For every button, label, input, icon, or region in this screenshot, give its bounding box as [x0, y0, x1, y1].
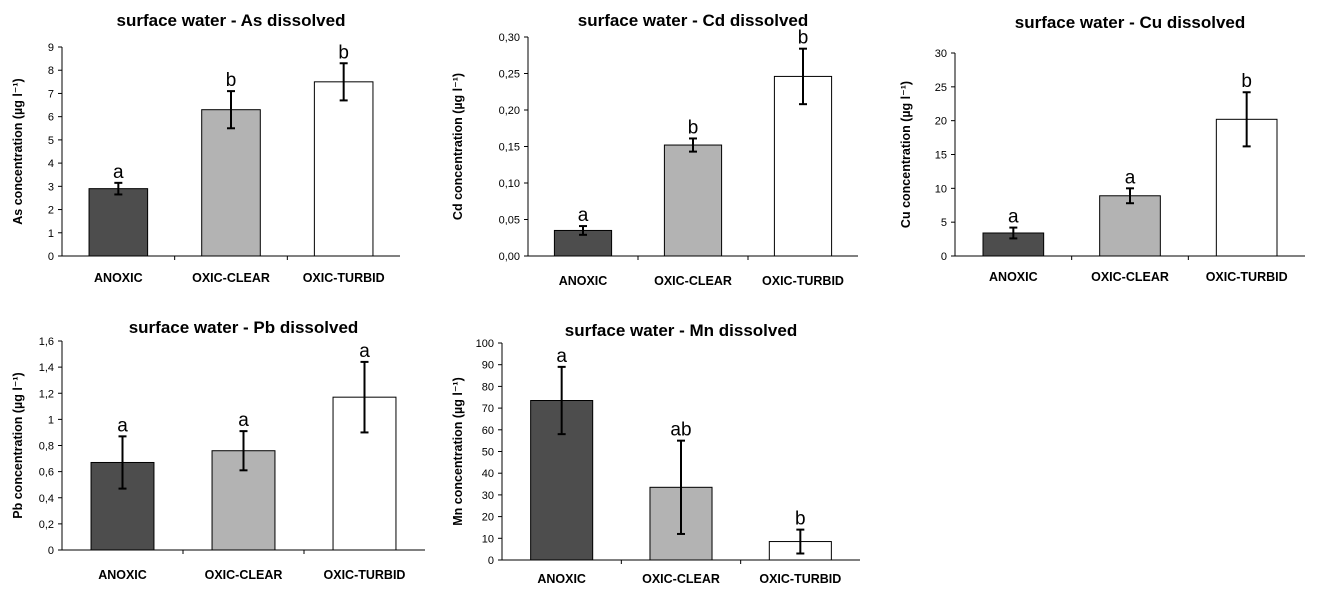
x-category-label: OXIC-TURBID: [762, 274, 844, 288]
y-tick-label: 1,4: [39, 362, 54, 374]
y-tick-label: 0,10: [499, 178, 520, 190]
x-category-label: ANOXIC: [989, 270, 1038, 284]
significance-letter: a: [359, 341, 370, 362]
y-tick-label: 70: [482, 403, 494, 415]
significance-letter: a: [1125, 167, 1136, 188]
y-tick-label: 1: [48, 228, 54, 240]
y-tick-label: 30: [935, 48, 947, 60]
y-tick-label: 5: [941, 217, 947, 229]
y-tick-label: 10: [482, 533, 494, 545]
y-tick-label: 20: [935, 116, 947, 128]
chart-title: surface water - Pb dissolved: [129, 318, 359, 337]
x-category-label: OXIC-TURBID: [324, 568, 406, 582]
x-category-label: ANOXIC: [98, 568, 147, 582]
bar: [88, 188, 149, 257]
y-tick-label: 4: [48, 158, 54, 170]
x-category-label: OXIC-CLEAR: [1091, 270, 1169, 284]
y-tick-label: 60: [482, 425, 494, 437]
x-category-label: OXIC-CLEAR: [192, 271, 270, 285]
significance-letter: a: [1008, 207, 1019, 228]
y-tick-label: 30: [482, 490, 494, 502]
y-tick-label: 0,05: [499, 215, 520, 227]
chart-panel: surface water - Mn dissolved Mn concentra…: [451, 321, 860, 586]
significance-letter: b: [338, 42, 349, 63]
chart-panel: surface water - Cu dissolved Cu concentra…: [899, 13, 1305, 284]
y-tick-label: 0: [941, 251, 947, 263]
bar: [1099, 195, 1161, 257]
chart-panel: surface water - As dissolved As concentra…: [11, 11, 400, 285]
significance-letter: a: [238, 410, 249, 431]
chart-panel: surface water - Pb dissolved Pb concentra…: [11, 318, 425, 582]
y-tick-label: 1: [48, 414, 54, 426]
y-tick-label: 20: [482, 512, 494, 524]
significance-letter: b: [1241, 71, 1252, 92]
y-tick-label: 100: [476, 338, 494, 350]
significance-letter: b: [688, 117, 699, 138]
x-category-label: OXIC-TURBID: [1206, 270, 1288, 284]
y-axis-label: Cu concentration (µg l⁻¹): [899, 81, 913, 228]
y-tick-label: 8: [48, 65, 54, 77]
y-axis-label: As concentration (µg l⁻¹): [11, 78, 25, 224]
y-tick-label: 1,2: [39, 388, 54, 400]
bar: [773, 75, 833, 257]
y-tick-label: 40: [482, 468, 494, 480]
y-axis-label: Pb concentration (µg l⁻¹): [11, 372, 25, 518]
y-tick-label: 2: [48, 205, 54, 217]
x-category-label: OXIC-TURBID: [759, 572, 841, 586]
y-tick-label: 0,2: [39, 519, 54, 531]
y-tick-label: 6: [48, 112, 54, 124]
y-axis-label: Cd concentration (µg l⁻¹): [451, 73, 465, 220]
y-tick-label: 0: [48, 545, 54, 557]
bar: [663, 144, 723, 257]
significance-letter: b: [798, 28, 809, 49]
chart-panel: surface water - Cd dissolved Cd concentra…: [451, 11, 858, 288]
significance-letter: a: [117, 415, 128, 436]
y-tick-label: 0: [488, 555, 494, 567]
y-tick-label: 0,8: [39, 441, 54, 453]
y-tick-label: 80: [482, 381, 494, 393]
x-category-label: OXIC-CLEAR: [654, 274, 732, 288]
chart-title: surface water - Cu dissolved: [1015, 13, 1246, 32]
y-tick-label: 10: [935, 183, 947, 195]
y-tick-label: 50: [482, 447, 494, 459]
y-tick-label: 0,15: [499, 142, 520, 154]
bar: [313, 81, 374, 257]
y-tick-label: 0,00: [499, 251, 520, 263]
x-category-label: ANOXIC: [94, 271, 143, 285]
y-tick-label: 0,30: [499, 32, 520, 44]
y-tick-label: 7: [48, 88, 54, 100]
x-category-label: ANOXIC: [559, 274, 608, 288]
x-category-label: OXIC-CLEAR: [205, 568, 283, 582]
y-tick-label: 3: [48, 181, 54, 193]
y-tick-label: 0,25: [499, 69, 520, 81]
chart-title: surface water - Mn dissolved: [565, 321, 797, 340]
significance-letter: b: [226, 70, 237, 91]
y-tick-label: 15: [935, 150, 947, 162]
y-tick-label: 0,4: [39, 493, 54, 505]
significance-letter: a: [556, 346, 567, 367]
significance-letter: a: [578, 205, 589, 226]
y-tick-label: 9: [48, 42, 54, 54]
y-tick-label: 90: [482, 360, 494, 372]
y-tick-label: 1,6: [39, 336, 54, 348]
significance-letter: ab: [670, 420, 691, 441]
y-axis-label: Mn concentration (µg l⁻¹): [451, 377, 465, 526]
x-category-label: OXIC-TURBID: [303, 271, 385, 285]
significance-letter: a: [113, 162, 124, 183]
y-tick-label: 0: [48, 251, 54, 263]
x-category-label: OXIC-CLEAR: [642, 572, 720, 586]
x-category-label: ANOXIC: [537, 572, 586, 586]
significance-letter: b: [795, 509, 806, 530]
y-tick-label: 5: [48, 135, 54, 147]
bar: [201, 109, 261, 257]
y-tick-label: 25: [935, 82, 947, 94]
chart-title: surface water - Cd dissolved: [578, 11, 809, 30]
y-tick-label: 0,20: [499, 105, 520, 117]
chart-title: surface water - As dissolved: [117, 11, 346, 30]
y-tick-label: 0,6: [39, 467, 54, 479]
